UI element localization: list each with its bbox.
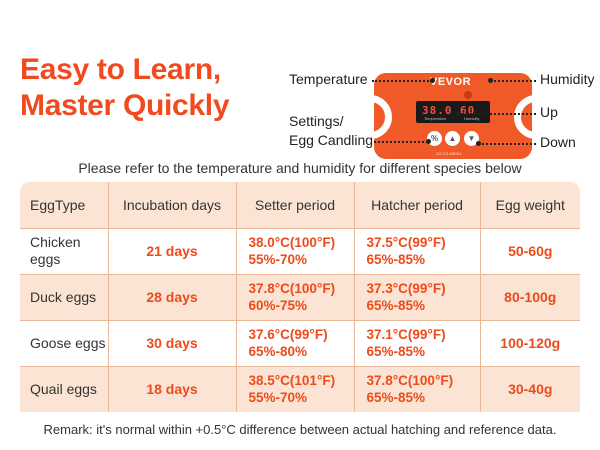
leader-up [458, 113, 536, 115]
table-subtitle: Please refer to the temperature and humi… [78, 160, 522, 176]
remark-note: Remark: it's normal within +0.5°C differ… [43, 422, 557, 437]
table-row: Chicken eggs 21 days 38.0°C(100°F) 55%-70… [20, 228, 580, 274]
setter-period-cell: 38.0°C(100°F) 55%-70% [236, 228, 355, 274]
setter-humidity: 55%-70% [248, 390, 308, 406]
incubation-days-cell: 21 days [108, 228, 237, 274]
setter-temp: 38.0°C(100°F) [248, 235, 336, 250]
hatcher-temp: 37.8°C(100°F) [366, 373, 454, 389]
indicator-dot [464, 91, 472, 99]
egg-type-cell: Duck eggs [20, 274, 109, 320]
header-incubation-days: Incubation days [108, 182, 237, 228]
hatcher-temp: 37.3°C(99°F) [366, 281, 446, 296]
display-screen: 38.0 60 Temperature Humidity [416, 101, 490, 123]
leader-down [478, 143, 536, 145]
temperature-readout: 38.0 [422, 104, 453, 117]
leader-temperature [372, 80, 432, 82]
setter-temp: 38.5°C(101°F) [248, 373, 336, 389]
table-row: Goose eggs 30 days 37.6°C(99°F) 65%-80% 3… [20, 320, 580, 366]
setter-temp: 37.6°C(99°F) [248, 327, 328, 342]
up-button-icon: ▲ [445, 131, 460, 146]
leader-up-end [456, 111, 461, 116]
setter-temp: 37.8°C(100°F) [248, 281, 336, 296]
header-egg-type: EggType [20, 182, 109, 228]
hatcher-humidity: 65%-85% [366, 390, 426, 406]
hatcher-period-cell: 37.8°C(100°F) 65%-85% [354, 366, 481, 412]
callout-settings-line-2: Egg Candling [289, 132, 374, 148]
leader-settings [374, 141, 428, 143]
egg-weight-cell: 50-60g [508, 243, 553, 259]
setter-humidity: 55%-70% [248, 252, 308, 267]
callout-up: Up [540, 104, 558, 120]
species-table: EggType Incubation days Setter period Ha… [20, 182, 580, 412]
callout-down: Down [540, 134, 576, 150]
setter-period-cell: 37.8°C(100°F) 60%-75% [236, 274, 355, 320]
egg-weight-cell: 100-120g [500, 335, 561, 351]
callout-temperature: Temperature [289, 71, 368, 87]
leader-settings-end [426, 139, 431, 144]
incubation-days-cell: 18 days [108, 366, 237, 412]
setter-period-cell: 37.6°C(99°F) 65%-80% [236, 320, 355, 366]
callout-humidity: Humidity [540, 71, 595, 87]
table-row: Quail eggs 18 days 38.5°C(101°F) 55%-70% … [20, 366, 580, 412]
temperature-sublabel: Temperature [424, 116, 447, 121]
left-knob-decoration [374, 95, 392, 139]
egg-type-cell: Chicken eggs [20, 228, 109, 274]
setter-humidity: 60%-75% [248, 298, 308, 313]
header-setter-period: Setter period [236, 182, 355, 228]
header-hatcher-period: Hatcher period [354, 182, 481, 228]
down-button-icon: ▼ [464, 131, 479, 146]
hatcher-period-cell: 37.5°C(99°F) 65%-85% [354, 228, 481, 274]
header-egg-weight: Egg weight [495, 196, 565, 213]
table-header-row: EggType Incubation days Setter period Ha… [20, 182, 580, 228]
right-knob-decoration [514, 95, 532, 139]
hatcher-humidity: 65%-85% [366, 252, 426, 267]
leader-humidity [490, 80, 536, 82]
headline-line-1: Easy to Learn, [20, 53, 221, 86]
model-label: DZ-CX MENU [436, 151, 462, 156]
hatcher-humidity: 65%-85% [366, 344, 426, 359]
humidity-sublabel: Humidity [464, 116, 480, 121]
egg-type-cell: Goose eggs [20, 320, 109, 366]
table-row: Duck eggs 28 days 37.8°C(100°F) 60%-75% 3… [20, 274, 580, 320]
hatcher-humidity: 65%-85% [366, 298, 426, 313]
hatcher-temp: 37.1°C(99°F) [366, 327, 446, 342]
leader-temperature-end [430, 78, 435, 83]
setter-period-cell: 38.5°C(101°F) 55%-70% [236, 366, 355, 412]
egg-type-cell: Quail eggs [20, 366, 109, 412]
headline: Easy to Learn, Master Quickly [20, 52, 230, 124]
incubation-days-cell: 28 days [108, 274, 237, 320]
callout-settings-line-1: Settings/ [289, 113, 344, 129]
incubation-days-cell: 30 days [108, 320, 237, 366]
leader-down-end [476, 141, 481, 146]
egg-weight-cell: 30-40g [508, 381, 553, 398]
callout-settings: Settings/ Egg Candling [289, 112, 373, 150]
egg-weight-cell: 80-100g [504, 289, 557, 305]
brand-logo: VEVOR [430, 76, 472, 88]
leader-humidity-end [488, 78, 493, 83]
headline-line-2: Master Quickly [20, 89, 230, 122]
hatcher-period-cell: 37.3°C(99°F) 65%-85% [354, 274, 481, 320]
hatcher-period-cell: 37.1°C(99°F) 65%-85% [354, 320, 481, 366]
hatcher-temp: 37.5°C(99°F) [366, 235, 446, 250]
control-panel-illustration: VEVOR 38.0 60 Temperature Humidity % ▲ ▼… [374, 73, 532, 159]
setter-humidity: 65%-80% [248, 344, 308, 359]
